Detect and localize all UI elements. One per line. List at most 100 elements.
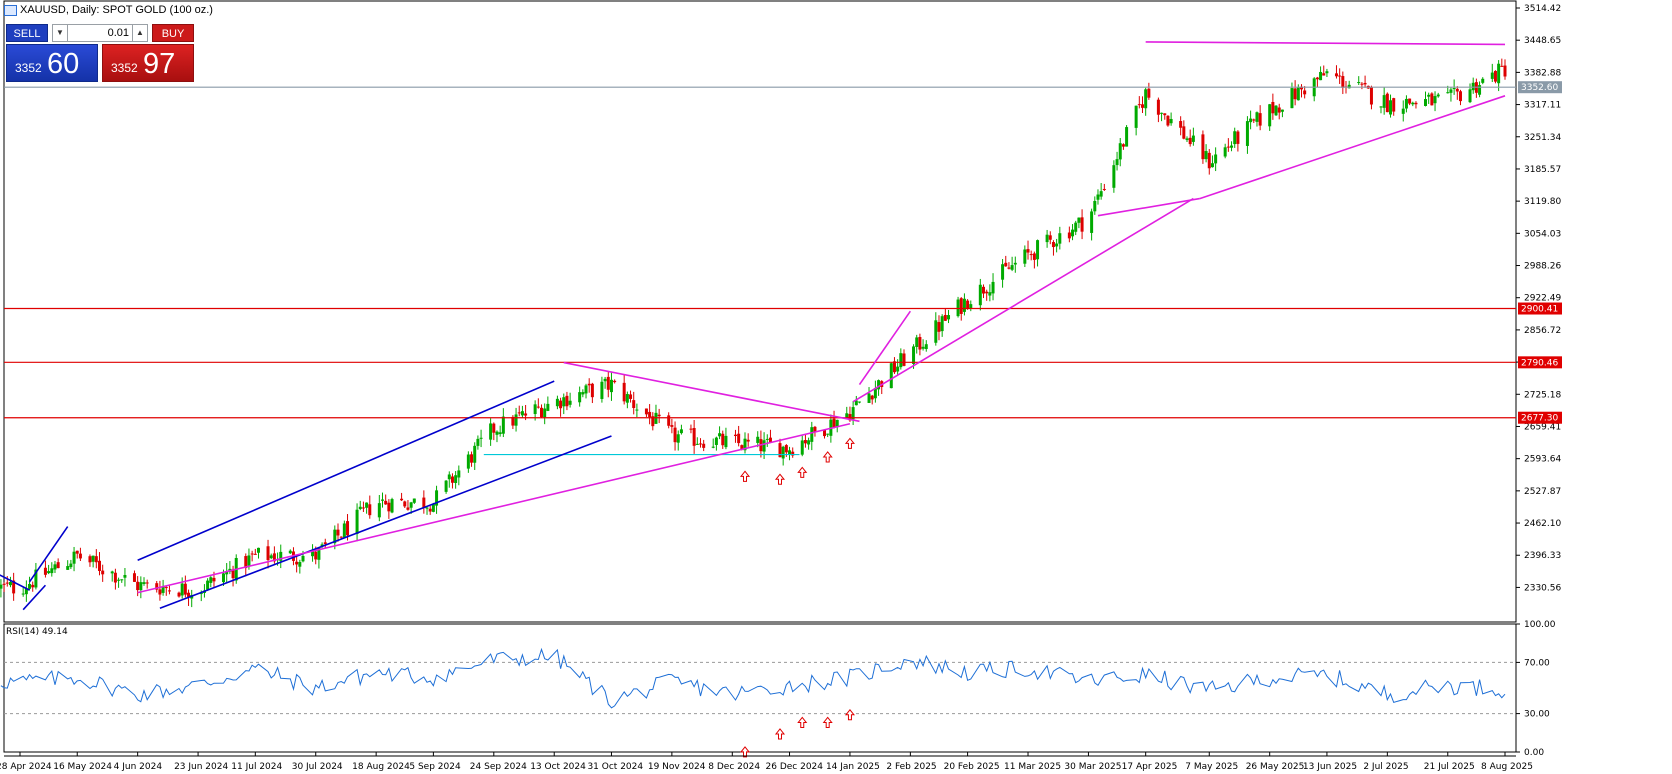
candle-body bbox=[1360, 83, 1364, 85]
candle-body bbox=[253, 553, 257, 555]
sell-price-box[interactable]: 3352 60 bbox=[6, 44, 98, 82]
candle-body bbox=[187, 592, 191, 598]
candle-body bbox=[256, 547, 260, 553]
buy-arrow-icon bbox=[739, 470, 751, 482]
candle-body bbox=[1382, 95, 1386, 108]
candle-body bbox=[139, 582, 143, 591]
x-tick-label: 16 May 2024 bbox=[53, 762, 112, 772]
candle-body bbox=[1156, 99, 1160, 115]
candle-body bbox=[1277, 107, 1281, 113]
candle-body bbox=[1223, 147, 1227, 157]
candle-body bbox=[145, 582, 149, 584]
candle-body bbox=[940, 316, 944, 332]
buy-price-pips: 97 bbox=[143, 48, 176, 80]
candle-body bbox=[629, 394, 633, 399]
candle-body bbox=[1121, 144, 1125, 147]
candle-body bbox=[117, 579, 121, 581]
candle-body bbox=[743, 438, 747, 451]
price-level-tag bbox=[1518, 356, 1562, 369]
trendline[interactable] bbox=[1145, 41, 1506, 46]
trendline[interactable] bbox=[28, 526, 69, 583]
trendline[interactable] bbox=[563, 361, 860, 423]
candle-body bbox=[635, 409, 639, 411]
trendline[interactable] bbox=[852, 197, 1194, 403]
trendline[interactable] bbox=[137, 422, 851, 594]
rsi-arrow-icon bbox=[822, 716, 833, 728]
candle-body bbox=[142, 582, 146, 584]
x-tick-label: 11 Jul 2024 bbox=[231, 762, 282, 772]
trendline[interactable] bbox=[858, 310, 912, 386]
trendline[interactable] bbox=[137, 380, 555, 562]
x-tick-label: 11 Mar 2025 bbox=[1004, 762, 1061, 772]
candle-body bbox=[889, 363, 893, 389]
candle-body bbox=[1032, 253, 1036, 260]
price-level-tag bbox=[1518, 302, 1562, 315]
candle-body bbox=[1385, 93, 1389, 113]
candle-body bbox=[670, 425, 674, 427]
x-tick-label: 30 Jul 2024 bbox=[292, 762, 343, 772]
candle-body bbox=[1001, 264, 1005, 280]
trendline[interactable] bbox=[159, 435, 612, 610]
candle-body bbox=[832, 418, 836, 428]
trade-button-row: SELL ▼ 0.01 ▲ BUY bbox=[6, 24, 194, 42]
lot-increase-icon[interactable]: ▲ bbox=[132, 25, 147, 41]
candle-body bbox=[1036, 240, 1040, 260]
candle-body bbox=[746, 439, 750, 442]
candle-body bbox=[1341, 76, 1345, 88]
candle-body bbox=[1490, 72, 1494, 79]
buy-price-prefix: 3352 bbox=[111, 61, 138, 75]
candle-body bbox=[740, 445, 744, 450]
candle-body bbox=[565, 395, 569, 407]
candle-body bbox=[737, 433, 741, 444]
candle-body bbox=[72, 551, 76, 564]
candle-body bbox=[428, 508, 432, 512]
candle-body bbox=[272, 553, 276, 562]
candle-body bbox=[536, 406, 540, 408]
candle-body bbox=[1140, 104, 1144, 108]
candle-body bbox=[1427, 94, 1431, 97]
candle-body bbox=[1379, 106, 1383, 108]
candle-body bbox=[1204, 151, 1208, 160]
candle-body bbox=[524, 413, 528, 416]
candle-body bbox=[1389, 100, 1393, 115]
candle-body bbox=[247, 555, 251, 566]
candle-body bbox=[167, 590, 171, 592]
candle-body bbox=[50, 568, 54, 574]
candle-body bbox=[266, 546, 270, 561]
buy-button[interactable]: BUY bbox=[152, 24, 194, 42]
candle-body bbox=[1077, 217, 1081, 223]
candle-body bbox=[1191, 135, 1195, 142]
candle-body bbox=[1245, 121, 1249, 146]
candle-body bbox=[718, 433, 722, 437]
sell-button[interactable]: SELL bbox=[6, 24, 48, 42]
candle-body bbox=[244, 556, 248, 569]
lot-decrease-icon[interactable]: ▼ bbox=[53, 25, 68, 41]
candle-body bbox=[1067, 232, 1071, 239]
candle-body bbox=[966, 300, 970, 309]
trendline[interactable] bbox=[22, 584, 47, 611]
y-tick-label: 3448.65 bbox=[1524, 36, 1561, 46]
lot-size-input[interactable]: 0.01 bbox=[107, 27, 129, 39]
candle-body bbox=[212, 577, 216, 582]
candle-body bbox=[1357, 82, 1361, 84]
candle-body bbox=[978, 284, 982, 306]
candle-body bbox=[466, 454, 470, 469]
candle-body bbox=[1233, 131, 1237, 145]
y-tick-label: 3251.34 bbox=[1524, 133, 1561, 143]
candle-body bbox=[873, 388, 877, 399]
candle-body bbox=[339, 536, 343, 538]
trendline[interactable] bbox=[0, 569, 30, 591]
candle-body bbox=[269, 555, 273, 559]
trendline[interactable] bbox=[1199, 95, 1506, 200]
candle-body bbox=[66, 566, 70, 570]
trendline[interactable] bbox=[1097, 197, 1200, 217]
buy-price-box[interactable]: 3352 97 bbox=[102, 44, 194, 82]
candle-body bbox=[679, 429, 683, 434]
buy-arrow-icon bbox=[797, 466, 808, 478]
candle-body bbox=[495, 431, 499, 435]
candle-body bbox=[934, 320, 938, 343]
lot-size-stepper[interactable]: ▼ 0.01 ▲ bbox=[52, 24, 148, 42]
candle-body bbox=[183, 583, 187, 595]
x-tick-label: 31 Oct 2024 bbox=[587, 762, 643, 772]
